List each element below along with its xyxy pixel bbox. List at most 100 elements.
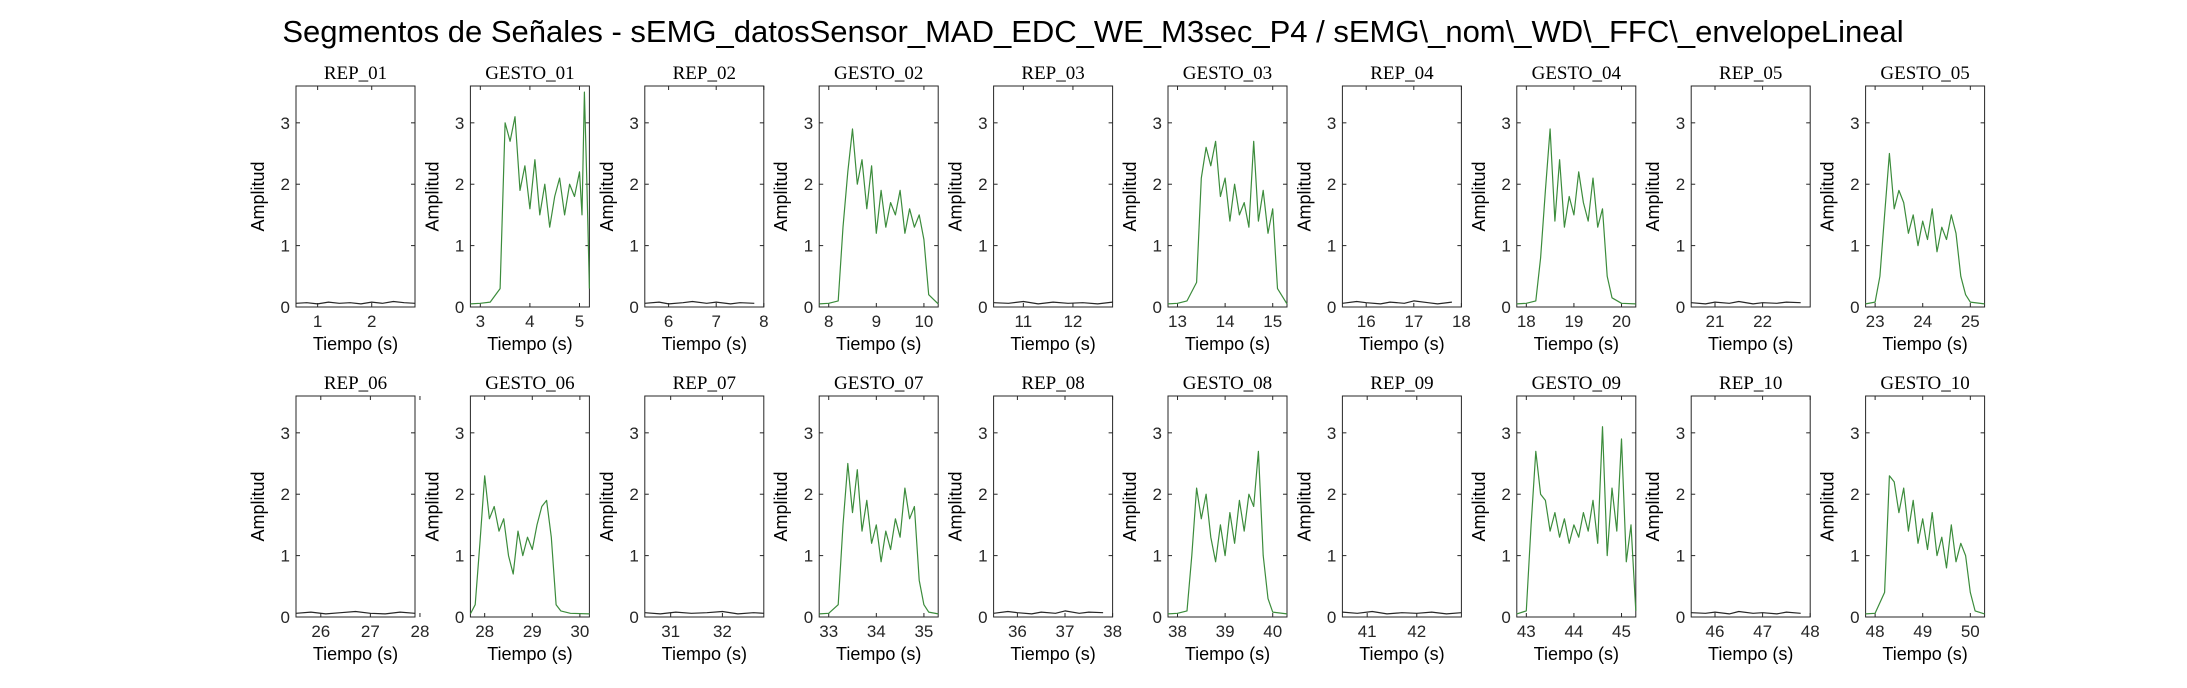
plot-area: [1341, 395, 1462, 618]
y-tick-label: 3: [1501, 114, 1510, 133]
subplot-title: GESTO_08: [1183, 373, 1272, 394]
x-axis-label: Tiempo (s): [487, 644, 572, 664]
x-tick-label: 29: [523, 622, 542, 641]
y-axis-label: Amplitud: [248, 161, 268, 231]
subplot-title: GESTO_01: [485, 63, 574, 84]
y-axis-label: Amplitud: [1643, 471, 1663, 541]
x-tick-label: 30: [570, 622, 589, 641]
y-tick-label: 3: [804, 424, 813, 443]
y-tick-label: 3: [1153, 424, 1162, 443]
x-tick-label: 46: [1706, 622, 1725, 641]
y-tick-label: 2: [455, 485, 464, 504]
x-tick-label: 39: [1216, 622, 1235, 641]
rest-signal-line: [1342, 300, 1452, 305]
y-tick-label: 1: [629, 237, 638, 256]
x-tick-label: 32: [713, 622, 732, 641]
x-tick-label: 42: [1407, 622, 1426, 641]
subplot-title: REP_08: [1021, 373, 1084, 394]
y-tick-label: 2: [804, 175, 813, 194]
x-axis-label: Tiempo (s): [313, 334, 398, 354]
subplot-gesto-03: GESTO_03 0 1 2 3 13 14 15 Tiempo (s) Amplitud: [1120, 63, 1288, 354]
y-tick-label: 2: [281, 485, 290, 504]
rest-signal-line: [295, 610, 416, 615]
y-tick-label: 2: [1676, 485, 1685, 504]
y-axis-label: Amplitud: [1294, 161, 1314, 231]
y-tick-label: 0: [804, 608, 813, 627]
gesture-signal-line: [1167, 450, 1288, 615]
y-tick-label: 3: [1327, 114, 1336, 133]
x-tick-label: 22: [1753, 312, 1772, 331]
x-axis-label: Tiempo (s): [1882, 334, 1967, 354]
x-tick-label: 6: [664, 312, 673, 331]
figure-title: Segmentos de Señales - sEMG_datosSensor_…: [282, 14, 1903, 49]
y-tick-label: 2: [804, 485, 813, 504]
x-tick-label: 48: [1866, 622, 1885, 641]
y-tick-label: 2: [1850, 175, 1859, 194]
y-tick-label: 3: [281, 424, 290, 443]
y-tick-label: 0: [281, 298, 290, 317]
x-tick-label: 3: [476, 312, 485, 331]
x-tick-label: 21: [1706, 312, 1725, 331]
y-tick-label: 3: [1850, 424, 1859, 443]
subplot-title: GESTO_05: [1880, 63, 1969, 84]
y-tick-label: 1: [629, 547, 638, 566]
subplot-title: GESTO_03: [1183, 63, 1272, 84]
y-tick-label: 3: [1153, 114, 1162, 133]
x-tick-label: 33: [819, 622, 838, 641]
x-tick-label: 19: [1564, 312, 1583, 331]
x-tick-label: 49: [1913, 622, 1932, 641]
x-tick-label: 9: [872, 312, 881, 331]
y-tick-label: 3: [1676, 114, 1685, 133]
x-tick-label: 47: [1753, 622, 1772, 641]
subplot-rep-02: REP_02 0 1 2 3 6 7 8 Tiempo (s) Amplitud: [597, 63, 769, 354]
y-tick-label: 0: [804, 298, 813, 317]
subplot-title: REP_09: [1370, 373, 1433, 394]
y-tick-label: 0: [1676, 608, 1685, 627]
y-tick-label: 1: [1327, 237, 1336, 256]
plot-area: [993, 395, 1114, 618]
x-axis-label: Tiempo (s): [1708, 334, 1793, 354]
rest-signal-line: [295, 300, 416, 305]
subplot-rep-05: REP_05 0 1 2 3 21 22 Tiempo (s) Amplitud: [1643, 63, 1811, 354]
x-axis-label: Tiempo (s): [1010, 644, 1095, 664]
y-tick-label: 2: [1850, 485, 1859, 504]
gesture-signal-line: [1865, 475, 1985, 615]
x-tick-label: 27: [361, 622, 380, 641]
y-tick-label: 3: [978, 424, 987, 443]
y-tick-label: 0: [281, 608, 290, 627]
y-tick-label: 0: [1153, 608, 1162, 627]
plot-area: [1167, 395, 1288, 618]
x-tick-label: 31: [661, 622, 680, 641]
x-tick-label: 13: [1168, 312, 1187, 331]
x-axis-label: Tiempo (s): [1010, 334, 1095, 354]
y-tick-label: 0: [455, 298, 464, 317]
subplot-gesto-04: GESTO_04 0 1 2 3 18 19 20 Tiempo (s) Amplitud: [1469, 63, 1637, 354]
x-axis-label: Tiempo (s): [836, 644, 921, 664]
subplot-gesto-02: GESTO_02 0 1 2 3 8 9 10 Tiempo (s) Amplitud: [771, 63, 939, 354]
y-tick-label: 1: [1501, 237, 1510, 256]
y-tick-label: 1: [281, 547, 290, 566]
x-tick-label: 28: [410, 622, 429, 641]
y-tick-label: 0: [1501, 298, 1510, 317]
gesture-signal-line: [819, 462, 939, 615]
y-tick-label: 0: [1850, 608, 1859, 627]
y-tick-label: 3: [455, 114, 464, 133]
x-tick-label: 44: [1564, 622, 1583, 641]
subplot-title: REP_05: [1719, 63, 1782, 84]
x-tick-label: 36: [1008, 622, 1027, 641]
y-axis-label: Amplitud: [946, 161, 966, 231]
y-tick-label: 3: [281, 114, 290, 133]
subplot-rep-06: REP_06 0 1 2 3 26 27 28 Tiempo (s) Amplitud: [248, 373, 429, 664]
subplot-title: GESTO_04: [1532, 63, 1622, 84]
y-tick-label: 2: [1153, 485, 1162, 504]
y-axis-label: Amplitud: [1469, 471, 1489, 541]
plot-area: [469, 395, 590, 618]
y-tick-label: 1: [804, 237, 813, 256]
y-axis-label: Amplitud: [1120, 471, 1140, 541]
plot-area: [469, 85, 590, 308]
plot-area: [1690, 395, 1811, 618]
x-tick-label: 37: [1056, 622, 1075, 641]
